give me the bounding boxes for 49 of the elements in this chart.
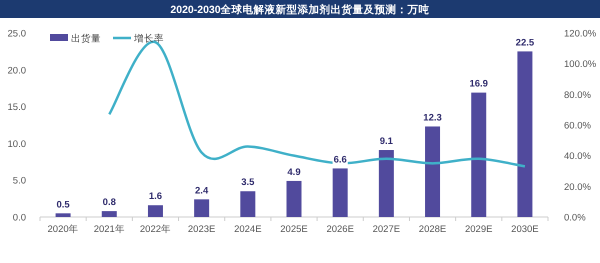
- legend-label: 出货量: [71, 32, 101, 44]
- data-label: 2.4: [195, 185, 209, 196]
- bar: [148, 205, 163, 217]
- y2-tick-label: 80.0%: [564, 90, 592, 101]
- bar: [378, 150, 394, 217]
- y2-tick-label: 120.0%: [564, 28, 597, 40]
- y2-tick-label: 20.0%: [564, 182, 592, 193]
- x-tick-label: 2030E: [511, 224, 539, 235]
- data-label: 3.5: [241, 177, 256, 188]
- x-tick-label: 2026E: [326, 224, 354, 235]
- y2-tick-label: 60.0%: [564, 120, 592, 132]
- x-tick-label: 2027E: [372, 224, 400, 235]
- x-tick-label: 2029E: [464, 224, 492, 235]
- x-tick-label: 2021年: [94, 223, 125, 235]
- bar: [286, 180, 302, 217]
- y2-tick-label: 100.0%: [564, 59, 597, 70]
- data-label: 0.8: [102, 197, 116, 208]
- bar: [102, 211, 117, 217]
- data-label: 4.9: [287, 166, 301, 178]
- y-tick-label: 15.0: [8, 102, 26, 114]
- bar: [332, 168, 348, 217]
- bar: [56, 213, 71, 217]
- y-tick-label: 5.0: [12, 176, 26, 187]
- x-tick-label: 2025E: [280, 224, 308, 235]
- y-tick-label: 25.0: [8, 28, 26, 40]
- legend-label: 增长率: [133, 32, 164, 44]
- bar: [471, 92, 486, 217]
- bar: [194, 199, 210, 217]
- y-tick-label: 10.0: [8, 138, 26, 150]
- x-tick-label: 2022年: [140, 223, 172, 235]
- data-label: 12.3: [423, 112, 442, 124]
- x-tick-label: 2028E: [418, 224, 446, 235]
- data-label: 22.5: [516, 37, 535, 48]
- data-label: 0.5: [56, 199, 70, 210]
- bar: [425, 126, 440, 217]
- y2-tick-label: 0.0%: [564, 212, 586, 224]
- y2-tick-label: 40.0%: [564, 151, 592, 162]
- data-label: 16.9: [469, 78, 488, 90]
- data-label: 9.1: [380, 136, 394, 148]
- x-tick-label: 2023E: [188, 224, 216, 235]
- x-tick-label: 2024E: [234, 224, 262, 235]
- y-tick-label: 0.0: [12, 212, 26, 224]
- bar: [517, 51, 532, 217]
- y-tick-label: 20.0: [8, 65, 26, 76]
- x-tick-label: 2020年: [48, 223, 79, 235]
- data-label: 1.6: [148, 191, 162, 202]
- chart-title: 2020-2030全球电解液新型添加剂出货量及预测：万吨: [170, 3, 430, 16]
- data-label: 6.6: [334, 154, 347, 166]
- bar: [240, 191, 256, 217]
